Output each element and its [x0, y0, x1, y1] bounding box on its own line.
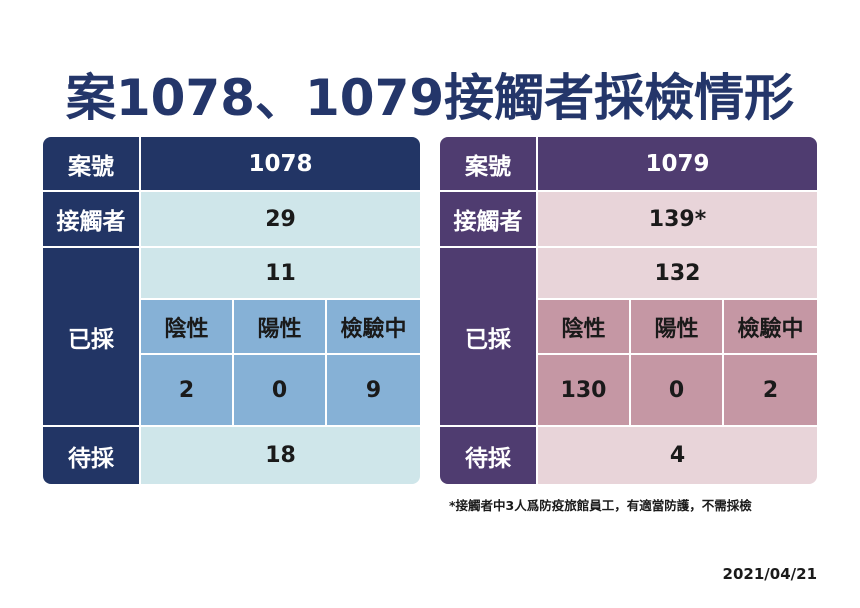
contacts-value: 139* [538, 192, 817, 246]
pending-label: 檢驗中 [327, 300, 420, 353]
contacts-label: 接觸者 [43, 192, 139, 246]
awaiting-value: 18 [141, 427, 420, 484]
case-value: 1079 [538, 137, 817, 190]
pending-label: 檢驗中 [724, 300, 817, 353]
date-label: 2021/04/21 [722, 565, 817, 583]
case-value: 1078 [141, 137, 420, 190]
negative-value: 130 [538, 355, 629, 425]
awaiting-label: 待採 [43, 427, 139, 484]
positive-value: 0 [631, 355, 722, 425]
page-title: 案1078、1079接觸者採檢情形 [65, 69, 795, 127]
negative-label: 陰性 [141, 300, 232, 353]
tested-value: 132 [538, 248, 817, 298]
tested-label: 已採 [43, 248, 139, 425]
footnote: *接觸者中3人爲防疫旅館員工，有適當防護，不需採檢 [449, 498, 752, 513]
pending-value: 9 [327, 355, 420, 425]
table-case-1078: 案號 1078 接觸者 29 已採 11 陰性 陽性 檢驗中 2 0 9 待採 … [43, 137, 420, 484]
case-label: 案號 [440, 137, 536, 190]
contacts-value: 29 [141, 192, 420, 246]
positive-label: 陽性 [234, 300, 325, 353]
negative-label: 陰性 [538, 300, 629, 353]
tested-value: 11 [141, 248, 420, 298]
awaiting-value: 4 [538, 427, 817, 484]
table-case-1079: 案號 1079 接觸者 139* 已採 132 陰性 陽性 檢驗中 130 0 … [440, 137, 817, 484]
case-label: 案號 [43, 137, 139, 190]
pending-value: 2 [724, 355, 817, 425]
awaiting-label: 待採 [440, 427, 536, 484]
positive-value: 0 [234, 355, 325, 425]
tested-label: 已採 [440, 248, 536, 425]
negative-value: 2 [141, 355, 232, 425]
contacts-label: 接觸者 [440, 192, 536, 246]
positive-label: 陽性 [631, 300, 722, 353]
